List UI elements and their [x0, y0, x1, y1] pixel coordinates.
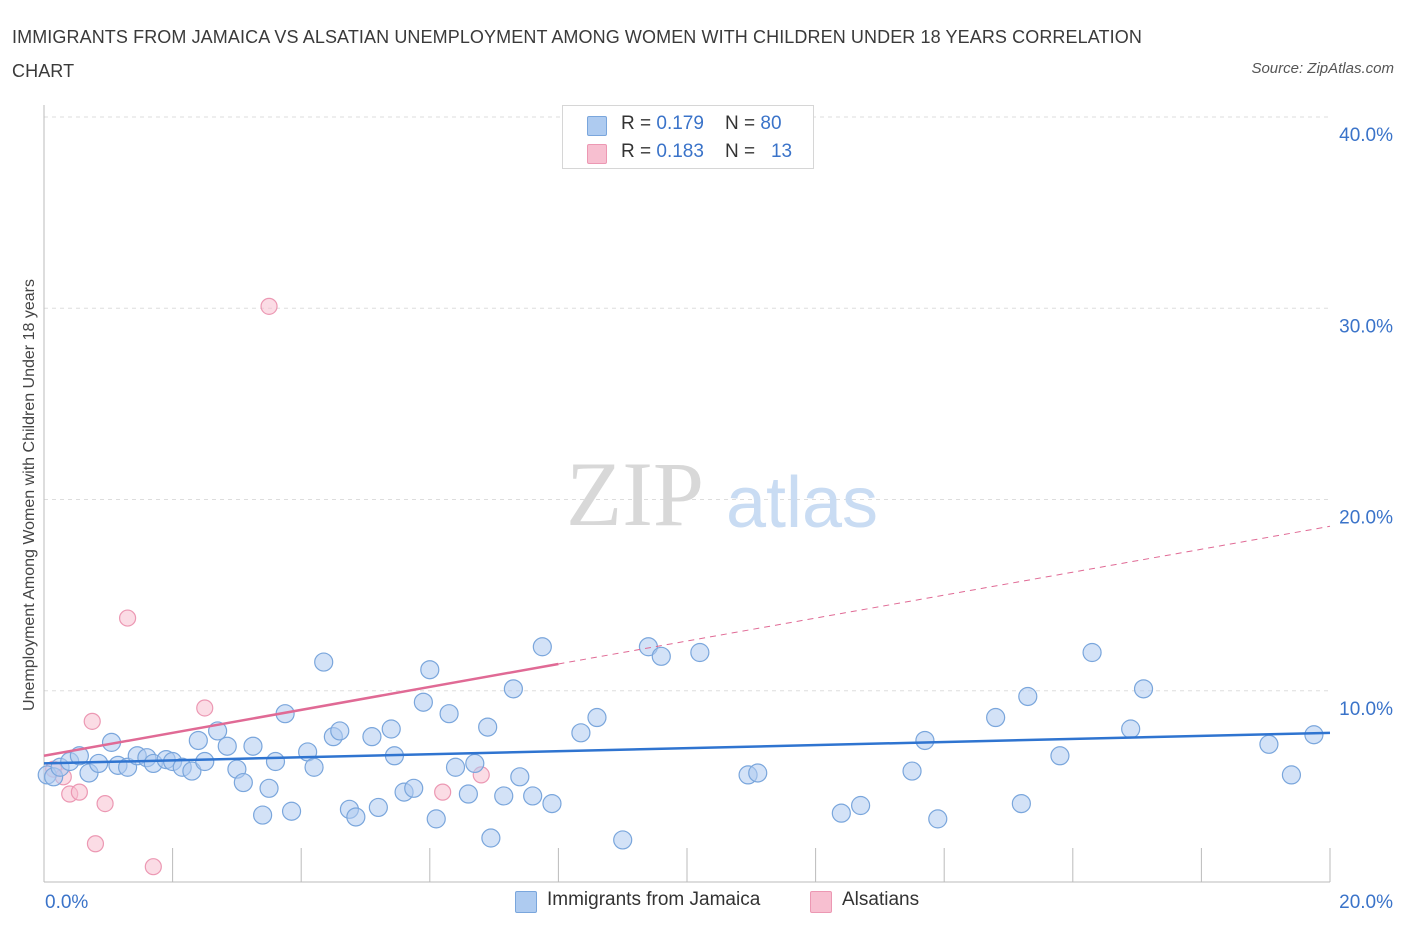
source-label: Source: ZipAtlas.com — [1251, 60, 1394, 77]
jamaica-point — [439, 704, 459, 724]
legend-swatch-pink — [810, 891, 832, 913]
alsatians-point — [196, 699, 214, 717]
jamaica-point — [243, 736, 263, 756]
jamaica-point — [915, 730, 935, 751]
tick-labels: 10.0% 20.0% 30.0% 40.0% 0.0% 20.0% — [45, 125, 1393, 913]
jamaica-point — [1259, 734, 1279, 754]
legend-label: Immigrants from Jamaica — [547, 889, 761, 910]
jamaica-point — [928, 809, 948, 829]
jamaica-point — [1050, 746, 1070, 766]
jamaica-point — [368, 797, 388, 818]
jamaica-point — [217, 736, 237, 756]
legend-r-value: 0.179 — [656, 113, 704, 134]
y-tick-label: 20.0% — [1339, 508, 1393, 529]
y-tick-label: 30.0% — [1339, 316, 1393, 337]
jamaica-point — [362, 727, 382, 747]
y-tick-label: 40.0% — [1339, 125, 1393, 146]
legend-n-label: N = — [725, 141, 761, 162]
jamaica-point — [478, 717, 498, 737]
jamaica-point — [182, 761, 202, 781]
jamaica-point — [748, 763, 768, 783]
alsatians-point — [144, 858, 162, 876]
jamaica-point — [851, 795, 871, 816]
trend-lines — [43, 525, 1331, 765]
watermark-atlas: atlas — [726, 463, 878, 543]
jamaica-point — [986, 707, 1006, 728]
jamaica-point — [1011, 793, 1031, 814]
axes — [43, 105, 1331, 883]
jamaica-point — [587, 707, 607, 728]
jamaica-point — [481, 828, 501, 848]
jamaica-point — [1304, 725, 1324, 745]
jamaica-point — [651, 646, 671, 666]
alsatians-point — [70, 783, 88, 801]
jamaica-point — [281, 801, 302, 821]
x-tick-label: 0.0% — [45, 892, 88, 913]
alsatians-trend-projection — [558, 525, 1331, 665]
jamaica-point — [265, 751, 286, 772]
legend-swatch-blue — [587, 116, 607, 136]
stats-legend: R = 0.179 N = 80 R = 0.183 N = 13 — [562, 105, 814, 169]
chart-title: IMMIGRANTS FROM JAMAICA VS ALSATIAN UNEM… — [12, 27, 1142, 81]
jamaica-point — [445, 757, 466, 777]
jamaica-point — [314, 652, 334, 672]
jamaica-point — [532, 637, 552, 657]
watermark-zip: ZIP — [566, 443, 704, 545]
jamaica-point — [831, 803, 851, 823]
jamaica-point — [413, 692, 433, 712]
jamaica-point — [1281, 765, 1302, 785]
jamaica-point — [503, 679, 523, 699]
legend-n-value: 80 — [760, 113, 782, 134]
jamaica-point — [494, 786, 514, 806]
jamaica-point — [690, 642, 710, 663]
jamaica-point — [902, 761, 922, 781]
legend-n-label: N = — [725, 113, 761, 134]
jamaica-point — [1082, 642, 1102, 663]
jamaica-point — [523, 786, 543, 806]
jamaica-point — [233, 772, 253, 793]
gridlines — [44, 116, 1330, 692]
x-tick-label: 20.0% — [1339, 892, 1393, 913]
legend-swatch-blue — [515, 891, 537, 913]
jamaica-point — [426, 809, 446, 829]
jamaica-point — [613, 830, 633, 850]
jamaica-point — [404, 778, 424, 798]
jamaica-point — [1121, 719, 1141, 739]
jamaica-point — [381, 719, 401, 739]
y-tick-label: 10.0% — [1339, 699, 1393, 720]
jamaica-point — [1133, 679, 1154, 699]
jamaica-point — [465, 753, 485, 774]
legend-n-value: 13 — [770, 141, 793, 162]
alsatians-point — [260, 297, 278, 315]
legend-r-label: R = — [621, 141, 657, 162]
jamaica-point — [420, 660, 440, 680]
jamaica-point — [346, 807, 366, 827]
alsatians-point — [96, 794, 114, 813]
alsatians-point — [434, 783, 452, 801]
jamaica-point — [1018, 686, 1038, 707]
alsatians-point — [118, 609, 137, 627]
jamaica-point — [195, 751, 215, 772]
alsatians-point — [86, 835, 105, 853]
legend-label: Alsatians — [842, 889, 920, 910]
jamaica-point — [542, 793, 562, 814]
jamaica-point — [571, 723, 591, 743]
jamaica-point — [458, 784, 478, 804]
jamaica-point — [188, 730, 208, 751]
jamaica-point — [259, 778, 279, 798]
legend-r-value: 0.183 — [656, 141, 704, 162]
jamaica-point — [304, 757, 324, 777]
legend-r-label: R = — [621, 113, 657, 134]
jamaica-point — [253, 805, 273, 825]
jamaica-points — [37, 637, 1324, 850]
jamaica-point — [330, 721, 350, 741]
alsatians-point — [83, 712, 101, 730]
jamaica-point — [510, 767, 530, 787]
legend-swatch-pink — [587, 144, 607, 164]
jamaica-trend-line — [43, 731, 1331, 765]
alsatians-trend-line — [43, 662, 559, 758]
